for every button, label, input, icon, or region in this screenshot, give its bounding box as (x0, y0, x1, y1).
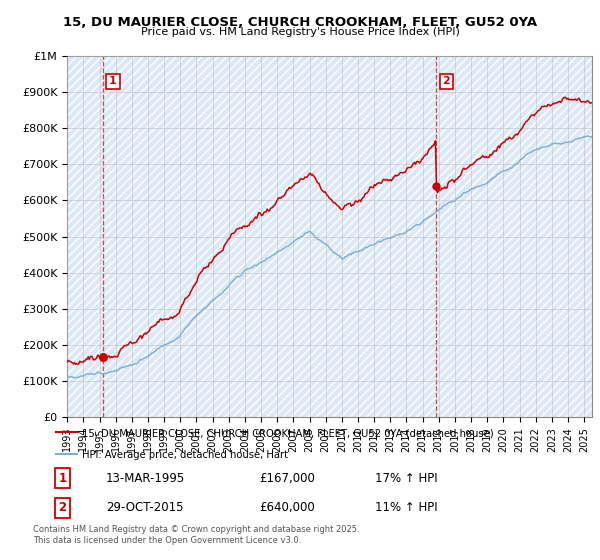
Text: Price paid vs. HM Land Registry's House Price Index (HPI): Price paid vs. HM Land Registry's House … (140, 27, 460, 37)
Text: 2: 2 (442, 76, 450, 86)
Bar (67, 56, 592, 417)
Text: 1: 1 (59, 472, 67, 485)
Text: 2: 2 (59, 501, 67, 515)
Text: £640,000: £640,000 (259, 501, 315, 515)
Text: HPI: Average price, detached house, Hart: HPI: Average price, detached house, Hart (82, 450, 289, 460)
Text: 1: 1 (109, 76, 117, 86)
Text: 29-OCT-2015: 29-OCT-2015 (106, 501, 184, 515)
Text: £167,000: £167,000 (259, 472, 315, 485)
Text: 15, DU MAURIER CLOSE, CHURCH CROOKHAM, FLEET, GU52 0YA (detached house): 15, DU MAURIER CLOSE, CHURCH CROOKHAM, F… (82, 428, 494, 438)
Text: 11% ↑ HPI: 11% ↑ HPI (376, 501, 438, 515)
Text: 13-MAR-1995: 13-MAR-1995 (106, 472, 185, 485)
Text: 17% ↑ HPI: 17% ↑ HPI (376, 472, 438, 485)
Text: Contains HM Land Registry data © Crown copyright and database right 2025.
This d: Contains HM Land Registry data © Crown c… (33, 525, 359, 545)
Bar (67, 56, 592, 417)
Text: 15, DU MAURIER CLOSE, CHURCH CROOKHAM, FLEET, GU52 0YA: 15, DU MAURIER CLOSE, CHURCH CROOKHAM, F… (63, 16, 537, 29)
